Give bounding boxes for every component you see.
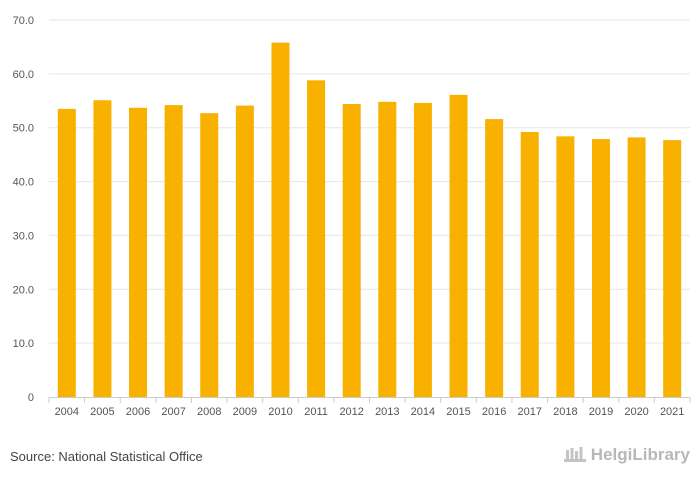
source-note: Source: National Statistical Office xyxy=(10,449,203,464)
x-tick-label: 2010 xyxy=(268,406,292,418)
bar xyxy=(449,94,468,398)
x-axis-ticks: 2004 2005 2006 2007 2008 2009 2010 2011 2012 2013… xyxy=(48,397,691,418)
x-tick-label: 2016 xyxy=(482,406,506,418)
bar xyxy=(627,137,646,397)
x-tick-label: 2019 xyxy=(589,406,613,418)
x-tick-label: 2013 xyxy=(375,406,399,418)
helgi-library-logo-icon xyxy=(563,447,586,462)
bar xyxy=(520,132,539,397)
y-tick-label: 40.0 xyxy=(13,177,34,189)
x-tick-label: 2004 xyxy=(55,406,79,418)
y-tick-label: 70.0 xyxy=(13,15,34,27)
bar xyxy=(556,136,575,397)
bar-chart: 010.020.030.040.050.060.070.0 2004 2005 20… xyxy=(13,15,691,418)
bar xyxy=(485,119,504,398)
x-tick-label: 2017 xyxy=(518,406,542,418)
y-tick-label: 30.0 xyxy=(13,230,34,242)
bar xyxy=(235,105,254,397)
x-tick-label: 2005 xyxy=(90,406,114,418)
bar xyxy=(663,140,682,397)
bar xyxy=(307,80,326,397)
bar xyxy=(164,105,183,397)
bar xyxy=(413,102,432,397)
x-tick-label: 2021 xyxy=(660,406,684,418)
helgi-library-logo: HelgiLibrary xyxy=(563,445,690,465)
x-tick-label: 2014 xyxy=(411,406,435,418)
y-tick-label: 10.0 xyxy=(13,338,34,350)
x-tick-label: 2015 xyxy=(446,406,470,418)
bar xyxy=(378,101,397,397)
x-tick-label: 2009 xyxy=(233,406,257,418)
bar xyxy=(591,139,610,397)
bar xyxy=(93,100,112,398)
bar xyxy=(342,104,361,397)
x-tick-label: 2011 xyxy=(304,406,328,418)
x-tick-label: 2018 xyxy=(553,406,577,418)
y-tick-label: 60.0 xyxy=(13,69,34,81)
x-tick-label: 2006 xyxy=(126,406,150,418)
logo-text: HelgiLibrary xyxy=(590,445,690,464)
x-tick-label: 2020 xyxy=(624,406,648,418)
bar xyxy=(129,107,148,397)
bars xyxy=(57,42,682,398)
grid-lines xyxy=(49,19,690,344)
x-tick-label: 2012 xyxy=(339,406,363,418)
bar xyxy=(57,108,76,397)
y-tick-label: 20.0 xyxy=(13,284,34,296)
x-tick-label: 2008 xyxy=(197,406,221,418)
x-tick-label: 2007 xyxy=(161,406,185,418)
y-axis-ticks: 0 10.0 20.0 30.0 40.0 50.0 60.0 70.0 xyxy=(13,15,34,404)
y-tick-label: 0 xyxy=(28,392,34,404)
bar xyxy=(271,42,290,398)
bar xyxy=(200,113,219,398)
y-tick-label: 50.0 xyxy=(13,123,34,135)
